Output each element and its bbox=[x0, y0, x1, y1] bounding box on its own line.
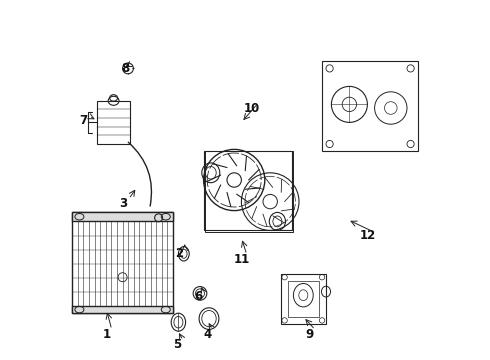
Bar bbox=[288, 281, 319, 317]
Text: 7: 7 bbox=[80, 114, 88, 127]
Text: 6: 6 bbox=[194, 291, 202, 303]
Text: 10: 10 bbox=[244, 102, 260, 114]
Bar bbox=[205, 151, 293, 232]
Text: 4: 4 bbox=[203, 328, 211, 341]
Text: 8: 8 bbox=[122, 62, 130, 75]
Text: 2: 2 bbox=[175, 247, 184, 260]
Bar bbox=[72, 212, 173, 221]
Bar bbox=[281, 274, 326, 324]
Bar bbox=[72, 306, 173, 313]
Text: 3: 3 bbox=[119, 197, 127, 210]
Text: 5: 5 bbox=[173, 338, 182, 351]
Text: 12: 12 bbox=[359, 229, 375, 242]
Bar bbox=[98, 101, 130, 144]
Text: 9: 9 bbox=[306, 328, 314, 341]
Bar bbox=[72, 212, 173, 313]
Bar bbox=[204, 151, 292, 230]
Text: 1: 1 bbox=[102, 328, 110, 341]
Bar bbox=[322, 61, 418, 151]
Text: 11: 11 bbox=[233, 253, 249, 266]
